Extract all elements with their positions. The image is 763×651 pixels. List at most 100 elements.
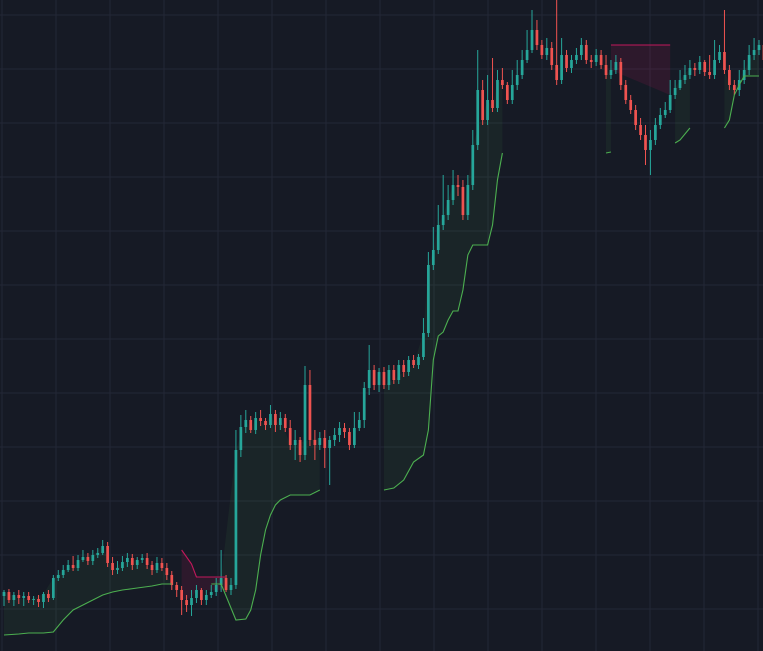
stop-down-late-area [610, 45, 671, 95]
candle-body [269, 414, 272, 425]
candle-body [594, 55, 598, 62]
candle-body [654, 125, 657, 140]
candle-body [145, 558, 149, 565]
candle-body [377, 372, 381, 385]
candle-body [525, 50, 529, 60]
candle-body [101, 546, 105, 553]
candle-body [367, 370, 371, 388]
candle-body [436, 225, 440, 250]
candle-body [160, 563, 164, 568]
candle-body [2, 592, 6, 596]
candle-body [619, 62, 623, 85]
candle-body [328, 440, 332, 448]
candle-body [17, 595, 21, 598]
candle-body [66, 565, 70, 570]
candle-body [451, 185, 455, 200]
candle-body [353, 428, 356, 445]
candle-body [545, 48, 549, 55]
candle-body [338, 428, 341, 435]
candle-body [441, 215, 445, 225]
candle-body [713, 60, 716, 75]
candle-body [343, 428, 346, 432]
candle-body [718, 52, 721, 60]
candle-body [47, 594, 50, 598]
candle-body [313, 440, 317, 445]
candle-body [728, 70, 731, 85]
candle-body [249, 420, 253, 430]
stop-down-line [181, 549, 227, 578]
candle-body [96, 553, 100, 555]
candle-body [604, 65, 608, 75]
stop-down-area [181, 550, 227, 600]
candle-body [121, 562, 124, 568]
candle-body [550, 48, 554, 65]
candle-body [658, 115, 662, 125]
candle-body [180, 590, 184, 600]
candle-body [224, 578, 228, 590]
candle-body [456, 185, 460, 187]
stop-up-line [605, 151, 612, 154]
candle-body [530, 30, 534, 50]
candle-body [283, 418, 287, 428]
candle-body [673, 88, 677, 95]
candle-body [560, 55, 563, 80]
candle-body [614, 62, 618, 70]
candle-body [51, 578, 55, 598]
candle-body [417, 357, 420, 365]
candle-body [624, 85, 628, 100]
candle-body [683, 75, 687, 80]
stop-up-area [606, 70, 611, 153]
candle-body [599, 55, 603, 65]
candle-body [555, 65, 559, 80]
candle-body [540, 45, 544, 55]
candle-body [22, 596, 26, 598]
candle-body [466, 185, 470, 215]
candle-body [481, 90, 485, 120]
candle-body [471, 145, 475, 185]
candle-body [81, 557, 85, 560]
candle-body [382, 372, 386, 385]
candle-body [663, 110, 667, 115]
candle-body [27, 596, 31, 600]
candle-body [116, 568, 119, 570]
candle-body [752, 50, 756, 55]
candle-body [219, 578, 223, 585]
candle-body [678, 80, 682, 88]
candle-body [515, 75, 519, 85]
candle-body [32, 599, 35, 600]
candle-body [634, 110, 637, 125]
candle-body [486, 100, 489, 120]
candle-body [372, 370, 376, 385]
candle-body [362, 388, 366, 420]
candle-body [214, 585, 218, 592]
candle-body [274, 414, 277, 425]
candle-body [407, 360, 410, 372]
candle-body [496, 80, 499, 108]
candle-body [348, 432, 351, 445]
candle-body [7, 592, 11, 600]
candle-body [278, 418, 282, 425]
stop-up-area [211, 414, 320, 620]
candle-body [71, 565, 75, 568]
candle-body [501, 80, 504, 85]
candle-body [175, 585, 179, 590]
candle-body [56, 575, 60, 578]
candle-body [37, 599, 40, 602]
candle-body [589, 60, 593, 62]
candle-body [422, 333, 425, 357]
candle-body [520, 60, 524, 75]
candle-body [298, 440, 302, 455]
candle-body [130, 558, 134, 565]
candle-body [757, 45, 761, 50]
candle-body [259, 418, 262, 421]
candle-body [535, 30, 539, 45]
candle-body [318, 438, 322, 445]
candle-body [698, 62, 702, 70]
candle-body [190, 598, 193, 605]
candle-body [229, 585, 233, 590]
candle-body [204, 595, 208, 600]
candle-body [693, 68, 697, 70]
candle-body [165, 568, 169, 575]
candle-body [288, 428, 292, 445]
